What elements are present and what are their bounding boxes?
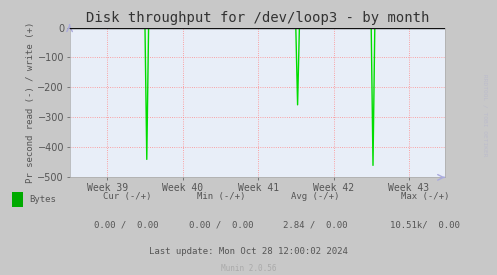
Text: Max (-/+): Max (-/+) — [401, 192, 449, 201]
Bar — [12, 192, 23, 207]
Text: Bytes: Bytes — [29, 195, 56, 204]
Text: Munin 2.0.56: Munin 2.0.56 — [221, 264, 276, 273]
Text: Avg (-/+): Avg (-/+) — [291, 192, 340, 201]
Text: 2.84 /  0.00: 2.84 / 0.00 — [283, 221, 348, 230]
Text: Min (-/+): Min (-/+) — [197, 192, 246, 201]
Text: RRDTOOL / TOBI OETIKER: RRDTOOL / TOBI OETIKER — [482, 74, 487, 157]
Text: 10.51k/  0.00: 10.51k/ 0.00 — [390, 221, 460, 230]
Title: Disk throughput for /dev/loop3 - by month: Disk throughput for /dev/loop3 - by mont… — [85, 11, 429, 25]
Text: Last update: Mon Oct 28 12:00:02 2024: Last update: Mon Oct 28 12:00:02 2024 — [149, 247, 348, 256]
Text: 0.00 /  0.00: 0.00 / 0.00 — [94, 221, 159, 230]
Y-axis label: Pr second read (-) / write (+): Pr second read (-) / write (+) — [26, 22, 35, 183]
Text: Cur (-/+): Cur (-/+) — [102, 192, 151, 201]
Text: 0.00 /  0.00: 0.00 / 0.00 — [189, 221, 253, 230]
